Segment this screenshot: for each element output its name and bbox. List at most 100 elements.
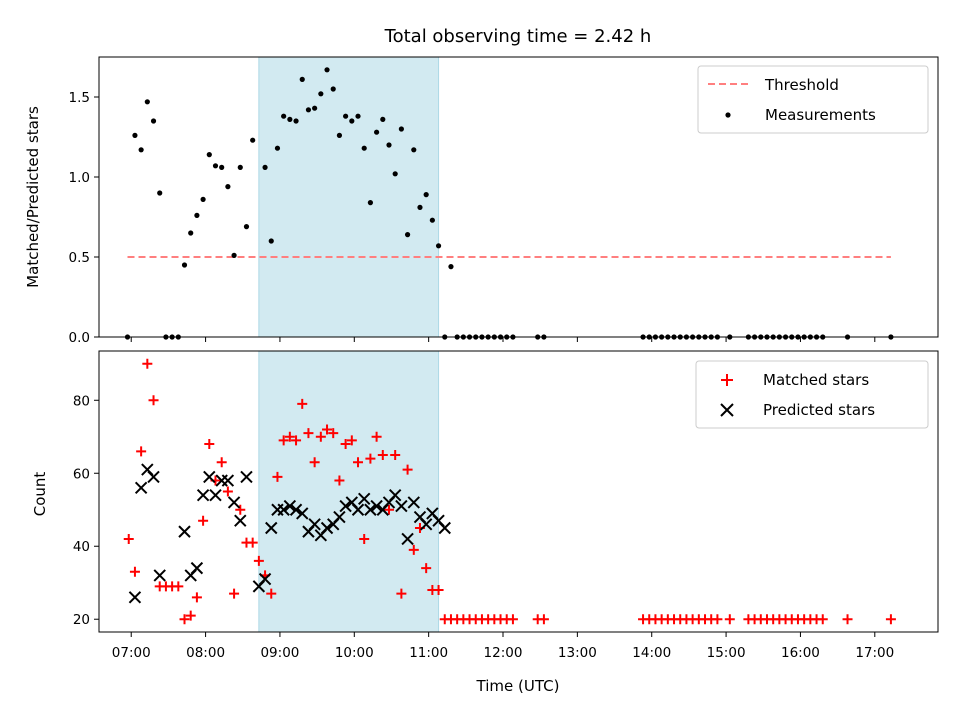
measurement-point	[380, 116, 386, 122]
matched-star-point	[309, 457, 320, 468]
predicted-star-point	[364, 503, 377, 516]
matched-star-point	[383, 504, 394, 515]
matched-star-point	[216, 457, 227, 468]
measurement-point	[448, 264, 454, 270]
measurement-point	[138, 147, 144, 153]
matched-star-point	[129, 566, 140, 577]
matched-star-point	[204, 439, 215, 450]
matched-star-point	[396, 588, 407, 599]
legend-predicted-swatch	[720, 403, 734, 417]
predicted-star-point	[395, 499, 408, 513]
measurement-point	[324, 67, 330, 73]
measurement-point	[212, 163, 219, 169]
predicted-star-point	[283, 499, 297, 513]
measurement-point	[188, 230, 194, 236]
x-tick-label: 15:00	[707, 645, 746, 661]
bottom-axes-frame	[98, 350, 939, 633]
predicted-star-point	[128, 591, 142, 604]
predicted-star-point	[308, 518, 321, 531]
predicted-star-point	[147, 470, 160, 484]
legend-matched-swatch	[721, 374, 733, 386]
matched-star-point	[173, 581, 184, 592]
predicted-star-point	[221, 474, 235, 487]
measurement-point	[200, 196, 206, 202]
x-tick-label: 08:00	[186, 645, 225, 661]
matched-star-point	[421, 563, 432, 574]
top-axes-frame	[98, 56, 939, 338]
measurement-point	[312, 105, 318, 111]
measurement-point	[429, 217, 435, 223]
measurement-point	[305, 107, 312, 113]
matched-star-point	[371, 431, 382, 442]
x-tick-label: 16:00	[781, 645, 820, 661]
x-tick-label: 14:00	[632, 645, 671, 661]
measurement-point	[274, 145, 281, 151]
matched-star-point	[284, 431, 295, 442]
predicted-star-point	[370, 499, 383, 513]
matched-star-point	[191, 592, 202, 603]
measurement-point	[150, 118, 157, 124]
matched-star-point	[247, 537, 258, 548]
legend-threshold-label: Threshold	[764, 76, 839, 94]
predicted-star-point	[339, 499, 352, 513]
matched-star-point	[365, 453, 376, 464]
measurement-point	[194, 212, 200, 218]
matched-star-point	[266, 588, 277, 599]
predicted-star-point	[289, 503, 303, 516]
predicted-star-point	[203, 470, 216, 484]
measurement-point	[243, 224, 250, 230]
measurement-point	[349, 118, 355, 124]
predicted-star-point	[351, 503, 365, 516]
predicted-star-point	[196, 488, 210, 502]
measurement-point	[206, 152, 212, 158]
measurement-point	[144, 99, 150, 105]
matched-star-point	[359, 533, 370, 544]
matched-star-point	[291, 435, 302, 446]
legend-predicted-label: Predicted stars	[763, 401, 875, 419]
matched-star-point	[433, 585, 444, 596]
matched-star-point	[148, 395, 159, 406]
measurement-point	[250, 137, 256, 143]
top-legend: Threshold Measurements	[697, 65, 929, 134]
bottom-y-axis-label: Count	[31, 472, 49, 517]
measurement-point	[287, 116, 293, 122]
measurement-point	[355, 113, 361, 119]
measurement-point	[181, 262, 188, 268]
matched-star-point	[817, 614, 828, 625]
bottom-y-tick-label: 20	[73, 612, 90, 628]
predicted-star-point	[209, 488, 222, 502]
measurement-point	[225, 184, 231, 190]
matched-star-point	[198, 515, 209, 526]
predicted-star-point	[265, 521, 278, 535]
matched-star-point	[222, 486, 233, 497]
x-tick-label: 17:00	[855, 645, 894, 661]
measurement-point	[411, 147, 417, 153]
predicted-star-point	[258, 572, 272, 586]
measurement-point	[398, 126, 404, 132]
measurement-point	[281, 113, 287, 119]
top-y-tick-label: 0.0	[69, 330, 90, 346]
measurement-point	[423, 192, 429, 198]
matched-star-point	[712, 614, 723, 625]
x-tick-label: 09:00	[260, 645, 299, 661]
predicted-star-point	[277, 503, 290, 516]
bottom-legend-box	[695, 360, 929, 429]
measurement-point	[318, 91, 324, 97]
predicted-star-point	[388, 488, 402, 502]
top-highlight-span	[258, 56, 440, 338]
matched-star-point	[229, 588, 240, 599]
measurement-point	[374, 129, 380, 135]
matched-star-point	[334, 475, 345, 486]
bottom-y-tick-label: 40	[73, 539, 90, 555]
matched-star-point	[123, 533, 134, 544]
bottom-highlight-span	[258, 350, 440, 633]
matched-star-point	[303, 428, 314, 439]
matched-star-point	[272, 471, 283, 482]
matched-star-point	[402, 464, 413, 475]
predicted-star-point	[296, 507, 309, 520]
measurement-point	[262, 164, 268, 170]
top-y-tick-label: 1.5	[69, 90, 90, 106]
matched-star-point	[724, 614, 735, 625]
chart-title: Total observing time = 2.42 h	[384, 26, 652, 47]
measurement-point	[293, 118, 299, 124]
